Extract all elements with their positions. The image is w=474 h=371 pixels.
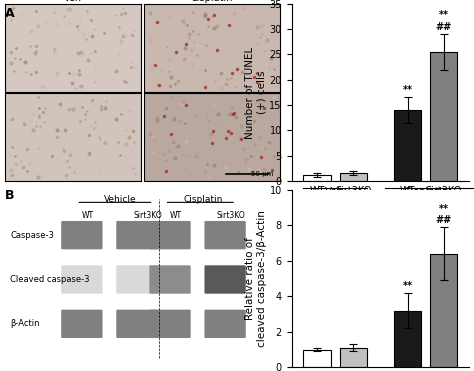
Bar xyxy=(430,254,457,367)
Text: Veh: Veh xyxy=(325,187,345,197)
Bar xyxy=(394,311,421,367)
Bar xyxy=(339,348,367,367)
Text: Cisplatin: Cisplatin xyxy=(403,187,448,197)
Y-axis label: WT: WT xyxy=(0,40,2,55)
FancyBboxPatch shape xyxy=(149,221,191,249)
Text: Cisplatin: Cisplatin xyxy=(183,195,223,204)
Bar xyxy=(303,349,330,367)
FancyBboxPatch shape xyxy=(116,310,158,338)
FancyBboxPatch shape xyxy=(204,310,246,338)
Text: WT: WT xyxy=(82,211,93,220)
Text: 50 μm: 50 μm xyxy=(251,171,273,177)
Bar xyxy=(303,175,330,181)
FancyBboxPatch shape xyxy=(204,221,246,249)
Text: Cleaved caspase-3: Cleaved caspase-3 xyxy=(10,275,90,284)
Text: Vehicle: Vehicle xyxy=(104,195,137,204)
Text: **
##: ** ## xyxy=(436,204,452,226)
Text: B: B xyxy=(5,189,14,202)
FancyBboxPatch shape xyxy=(204,265,246,294)
FancyBboxPatch shape xyxy=(116,221,158,249)
Bar xyxy=(339,174,367,181)
Text: Sirt3KO: Sirt3KO xyxy=(216,211,245,220)
Y-axis label: Number of TUNEL
(+) cells: Number of TUNEL (+) cells xyxy=(245,46,266,138)
FancyBboxPatch shape xyxy=(149,265,191,294)
FancyBboxPatch shape xyxy=(149,310,191,338)
Text: β-Actin: β-Actin xyxy=(10,319,40,328)
Y-axis label: Relative ratio of
cleaved caspase-3/β-Actin: Relative ratio of cleaved caspase-3/β-Ac… xyxy=(245,210,267,347)
FancyBboxPatch shape xyxy=(61,221,102,249)
Bar xyxy=(394,110,421,181)
Text: WT: WT xyxy=(170,211,182,220)
Text: **: ** xyxy=(402,281,412,291)
Text: **
##: ** ## xyxy=(436,10,452,32)
Bar xyxy=(430,52,457,181)
FancyBboxPatch shape xyxy=(61,265,102,294)
Text: Sirt3KO: Sirt3KO xyxy=(134,211,163,220)
Text: A: A xyxy=(5,7,14,20)
FancyBboxPatch shape xyxy=(116,265,158,294)
Title: Veh: Veh xyxy=(64,0,82,3)
Text: Caspase-3: Caspase-3 xyxy=(10,231,54,240)
Text: **: ** xyxy=(402,85,412,95)
Y-axis label: Sirt3KO: Sirt3KO xyxy=(0,120,2,154)
FancyBboxPatch shape xyxy=(61,310,102,338)
Title: Cisplatin: Cisplatin xyxy=(191,0,233,3)
